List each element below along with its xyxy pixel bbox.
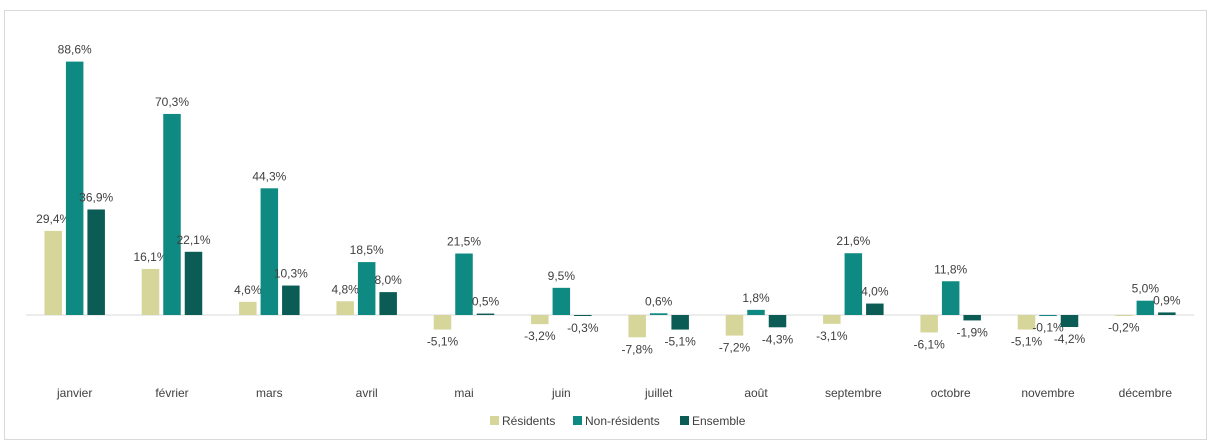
data-label: -6,1% [913, 337, 945, 351]
bar-ensemble-7 [768, 315, 787, 328]
bar-non-r-sidents-10 [1039, 315, 1057, 316]
category-label: février [155, 386, 188, 400]
data-label: 88,6% [58, 43, 92, 57]
data-label: -4,3% [762, 332, 794, 346]
legend-swatch [573, 416, 582, 425]
bar-r-sidents-0 [44, 230, 62, 315]
data-label: -0,1% [1032, 320, 1064, 334]
data-label: -3,2% [524, 329, 556, 343]
bar-ensemble-3 [379, 292, 397, 315]
bar-non-r-sidents-7 [747, 309, 765, 315]
bar-non-r-sidents-11 [1136, 300, 1155, 315]
data-label: 21,6% [836, 234, 870, 248]
bar-non-r-sidents-8 [844, 253, 863, 315]
bar-r-sidents-1 [141, 268, 160, 315]
bar-r-sidents-4 [433, 315, 452, 330]
legend-label: Résidents [502, 414, 555, 428]
data-label: -3,1% [816, 329, 848, 343]
category-label: août [744, 386, 768, 400]
data-label: 0,5% [472, 295, 500, 309]
category-label: octobre [931, 386, 971, 400]
data-label: 29,4% [36, 212, 70, 226]
category-label: septembre [825, 386, 882, 400]
bar-r-sidents-10 [1017, 315, 1036, 330]
bar-r-sidents-5 [531, 315, 549, 325]
legend-label: Ensemble [692, 414, 746, 428]
category-label: juin [551, 386, 571, 400]
data-label: -5,1% [664, 335, 696, 349]
bar-r-sidents-11 [1115, 315, 1133, 316]
data-label: 4,6% [234, 283, 262, 297]
bar-ensemble-9 [963, 315, 981, 321]
bar-non-r-sidents-6 [649, 313, 668, 315]
bar-ensemble-5 [574, 315, 592, 316]
bar-ensemble-0 [87, 209, 105, 315]
data-label: 22,1% [176, 233, 210, 247]
data-label: 8,0% [374, 273, 402, 287]
bar-ensemble-6 [671, 315, 689, 330]
legend-label: Non-résidents [585, 414, 660, 428]
bar-ensemble-10 [1060, 315, 1079, 328]
bar-non-r-sidents-0 [65, 61, 84, 315]
data-label: 36,9% [79, 190, 113, 204]
data-label: -0,3% [567, 321, 599, 335]
bar-non-r-sidents-5 [552, 287, 571, 315]
bar-ensemble-2 [282, 285, 300, 315]
bar-non-r-sidents-9 [941, 281, 960, 315]
bar-r-sidents-7 [725, 315, 744, 336]
bar-r-sidents-6 [628, 315, 646, 338]
data-label: 1,8% [742, 291, 770, 305]
data-label: 44,3% [252, 169, 286, 183]
bar-non-r-sidents-2 [260, 188, 279, 315]
data-label: -1,9% [956, 325, 988, 339]
bar-r-sidents-8 [823, 315, 841, 324]
bar-ensemble-1 [184, 251, 203, 315]
data-label: -4,2% [1054, 332, 1086, 346]
data-label: 18,5% [350, 243, 384, 257]
data-label: 10,3% [274, 267, 308, 281]
data-label: 4,0% [861, 285, 889, 299]
bar-r-sidents-2 [239, 301, 257, 315]
legend-swatch [680, 416, 689, 425]
category-label: décembre [1119, 386, 1173, 400]
category-label: juillet [644, 386, 673, 400]
category-label: mars [256, 386, 283, 400]
data-label: 21,5% [447, 235, 481, 249]
data-label: 70,3% [155, 95, 189, 109]
bar-non-r-sidents-1 [163, 113, 181, 315]
bar-ensemble-4 [476, 313, 495, 315]
bar-ensemble-8 [866, 303, 884, 315]
data-label: 16,1% [133, 250, 167, 264]
bar-non-r-sidents-4 [455, 253, 473, 315]
category-label: mai [454, 386, 473, 400]
data-label: -0,2% [1108, 321, 1140, 335]
data-label: 0,9% [1153, 293, 1181, 307]
data-label: -5,1% [1011, 335, 1043, 349]
data-label: -7,2% [719, 341, 751, 355]
data-label: 4,8% [331, 282, 359, 296]
bar-non-r-sidents-3 [357, 262, 376, 315]
legend-swatch [490, 416, 499, 425]
category-label: janvier [56, 386, 92, 400]
data-label: 5,0% [1132, 282, 1160, 296]
data-label: -7,8% [621, 342, 653, 356]
category-label: avril [356, 386, 378, 400]
category-label: novembre [1021, 386, 1075, 400]
data-label: 0,6% [645, 294, 673, 308]
chart-frame [4, 10, 1207, 440]
bar-ensemble-11 [1158, 312, 1176, 315]
data-label: -5,1% [427, 335, 459, 349]
bar-r-sidents-9 [920, 315, 938, 333]
data-label: 11,8% [934, 262, 967, 276]
bar-r-sidents-3 [336, 301, 354, 315]
data-label: 9,5% [548, 269, 576, 283]
